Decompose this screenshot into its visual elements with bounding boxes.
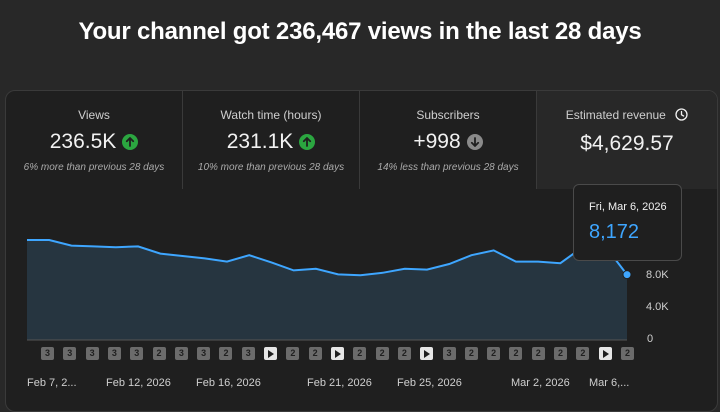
metric-comparison: 6% more than previous 28 days	[23, 162, 165, 173]
tooltip-value: 8,172	[589, 221, 640, 243]
metric-label: Subscribers	[416, 108, 480, 122]
upload-count-marker[interactable]: 2	[531, 347, 545, 360]
metrics-row: Views 236.5K 6% more than previous 28 da…	[6, 91, 717, 189]
tooltip-date: Fri, Mar 6, 2026	[589, 201, 667, 213]
upload-count-marker[interactable]: 2	[308, 347, 322, 360]
upload-count-marker[interactable]: 3	[41, 347, 54, 360]
views-chart[interactable]	[0, 0, 720, 401]
x-tick-label: Mar 2, 2026	[511, 377, 570, 389]
area-fill	[27, 240, 627, 340]
video-marker-play-icon[interactable]	[598, 347, 612, 360]
metric-comparison: 14% less than previous 28 days	[377, 162, 519, 173]
upload-count-marker[interactable]: 2	[554, 347, 568, 360]
x-tick-label: Feb 7, 2...	[27, 377, 77, 389]
arrow-up-icon	[122, 134, 139, 150]
highlight-point[interactable]	[622, 270, 632, 280]
upload-count-marker[interactable]: 3	[107, 347, 121, 360]
metric-revenue[interactable]: Estimated revenue $4,629.57	[537, 91, 717, 189]
metric-comparison: 10% more than previous 28 days	[197, 162, 345, 173]
metric-value: 236.5K	[49, 130, 117, 153]
metric-label: Watch time (hours)	[220, 108, 322, 122]
upload-count-marker[interactable]: 2	[219, 347, 233, 360]
upload-count-marker[interactable]: 2	[464, 347, 478, 360]
x-tick-label: Feb 21, 2026	[307, 377, 372, 389]
y-tick-label: 4.0K	[646, 301, 669, 313]
upload-count-marker[interactable]: 3	[174, 347, 188, 360]
metric-watch-time[interactable]: Watch time (hours) 231.1K 10% more than …	[183, 91, 360, 189]
upload-count-marker[interactable]: 3	[197, 347, 211, 360]
metric-views[interactable]: Views 236.5K 6% more than previous 28 da…	[6, 91, 183, 189]
metric-value: +998	[413, 130, 461, 153]
upload-count-marker[interactable]: 2	[152, 347, 166, 360]
video-marker-play-icon[interactable]	[420, 347, 434, 360]
chart-tooltip: Fri, Mar 6, 2026 8,172	[573, 184, 682, 261]
upload-count-marker[interactable]: 2	[509, 347, 523, 360]
x-tick-label: Feb 16, 2026	[196, 377, 261, 389]
series-line	[27, 239, 628, 277]
upload-count-marker[interactable]: 3	[442, 347, 456, 360]
metric-value: $4,629.57	[580, 132, 674, 155]
page-title: Your channel got 236,467 views in the la…	[78, 18, 642, 45]
upload-count-marker[interactable]: 2	[375, 347, 389, 360]
upload-count-marker[interactable]: 3	[85, 347, 99, 360]
x-tick-label: Mar 6,...	[589, 377, 630, 389]
upload-count-marker[interactable]: 2	[487, 347, 501, 360]
video-marker-play-icon[interactable]	[264, 347, 278, 360]
y-tick-label: 8.0K	[646, 269, 669, 281]
upload-count-marker[interactable]: 2	[397, 347, 411, 360]
upload-count-marker[interactable]: 2	[353, 347, 367, 360]
metric-value: 231.1K	[226, 130, 294, 153]
x-tick-label: Feb 12, 2026	[106, 377, 171, 389]
arrow-down-icon	[466, 134, 483, 150]
upload-count-marker[interactable]: 3	[63, 347, 77, 360]
clock-icon[interactable]	[675, 108, 688, 124]
metric-label: Views	[78, 108, 110, 122]
upload-count-marker[interactable]: 2	[621, 347, 634, 360]
upload-count-marker[interactable]: 3	[241, 347, 255, 360]
upload-count-marker[interactable]: 2	[576, 347, 590, 360]
metric-label: Estimated revenue	[565, 108, 666, 123]
upload-count-marker[interactable]: 2	[286, 347, 300, 360]
y-tick-label: 0	[647, 333, 654, 345]
metric-subscribers[interactable]: Subscribers +998 14% less than previous …	[360, 91, 537, 189]
x-tick-label: Feb 25, 2026	[397, 377, 462, 389]
upload-count-marker[interactable]: 3	[130, 347, 144, 360]
video-marker-play-icon[interactable]	[331, 347, 344, 360]
arrow-up-icon	[299, 134, 316, 150]
